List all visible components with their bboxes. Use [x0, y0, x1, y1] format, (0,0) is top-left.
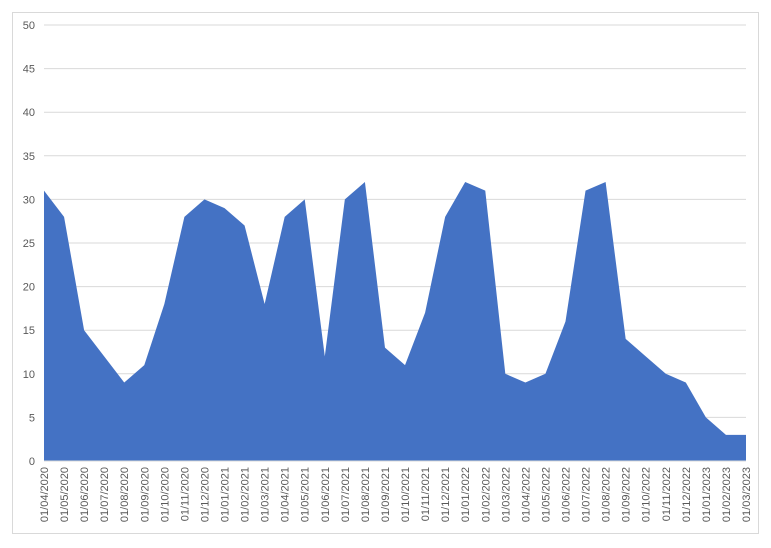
x-tick-label: 01/03/2023	[741, 467, 753, 522]
x-tick-label: 01/11/2020	[179, 467, 191, 521]
y-tick-label: 15	[23, 325, 35, 337]
y-tick-label: 40	[23, 107, 35, 119]
x-tick-label: 01/05/2022	[540, 467, 552, 522]
x-tick-label: 01/10/2022	[641, 467, 653, 522]
y-tick-label: 30	[23, 194, 35, 206]
x-tick-label: 01/12/2020	[199, 467, 211, 522]
x-tick-label: 01/01/2022	[460, 467, 472, 522]
x-tick-label: 01/08/2022	[601, 467, 613, 522]
x-tick-label: 01/04/2022	[520, 467, 532, 522]
x-tick-label: 01/12/2021	[440, 467, 452, 522]
y-tick-label: 35	[23, 151, 35, 163]
x-tick-label: 01/09/2022	[621, 467, 633, 522]
x-tick-label: 01/01/2021	[220, 467, 232, 522]
x-tick-label: 01/05/2020	[59, 467, 71, 522]
area	[44, 181, 746, 461]
y-tick-label: 25	[23, 238, 35, 250]
x-tick-label: 01/10/2021	[400, 467, 412, 522]
y-tick-label: 50	[23, 20, 35, 32]
x-tick-label: 01/06/2022	[560, 467, 572, 522]
y-tick-label: 0	[29, 456, 35, 468]
x-tick-label: 01/08/2020	[119, 467, 131, 522]
x-tick-label: 01/09/2020	[139, 467, 151, 522]
x-tick-label: 01/11/2021	[420, 467, 432, 521]
x-tick-label: 01/05/2021	[300, 467, 312, 522]
x-tick-label: 01/02/2022	[480, 467, 492, 522]
x-tick-label: 01/01/2023	[701, 467, 713, 522]
x-tick-label: 01/06/2021	[320, 467, 332, 522]
x-tick-label: 01/12/2022	[681, 467, 693, 522]
x-tick-label: 01/06/2020	[79, 467, 91, 522]
x-tick-label: 01/04/2021	[280, 467, 292, 522]
y-tick-label: 10	[23, 369, 35, 381]
x-tick-label: 01/03/2022	[500, 467, 512, 522]
x-tick-label: 01/07/2020	[99, 467, 111, 522]
x-tick-label: 01/02/2021	[240, 467, 252, 522]
x-tick-label: 01/07/2022	[581, 467, 593, 522]
y-tick-label: 20	[23, 282, 35, 294]
x-tick-label: 01/04/2020	[39, 467, 51, 522]
x-tick-label: 01/08/2021	[360, 467, 372, 522]
x-tick-label: 01/10/2020	[159, 467, 171, 522]
x-tick-label: 01/09/2021	[380, 467, 392, 522]
x-tick-label: 01/02/2023	[721, 467, 733, 522]
x-tick-label: 01/11/2022	[661, 467, 673, 521]
y-tick-label: 45	[23, 64, 35, 76]
y-tick-label: 5	[29, 412, 35, 424]
x-tick-label: 01/03/2021	[260, 467, 272, 522]
x-tick-label: 01/07/2021	[340, 467, 352, 522]
